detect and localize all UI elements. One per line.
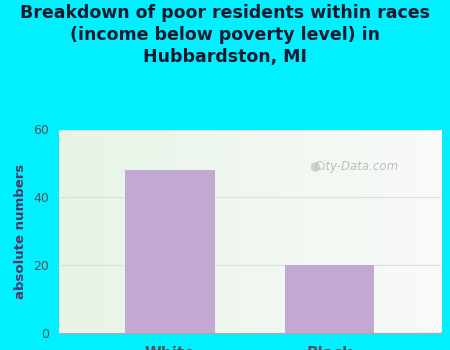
Y-axis label: absolute numbers: absolute numbers [14,163,27,299]
Bar [126,170,215,332]
Text: City-Data.com: City-Data.com [315,160,399,173]
Bar [285,265,374,332]
Text: Breakdown of poor residents within races
(income below poverty level) in
Hubbard: Breakdown of poor residents within races… [20,4,430,66]
Text: ●: ● [309,160,320,173]
